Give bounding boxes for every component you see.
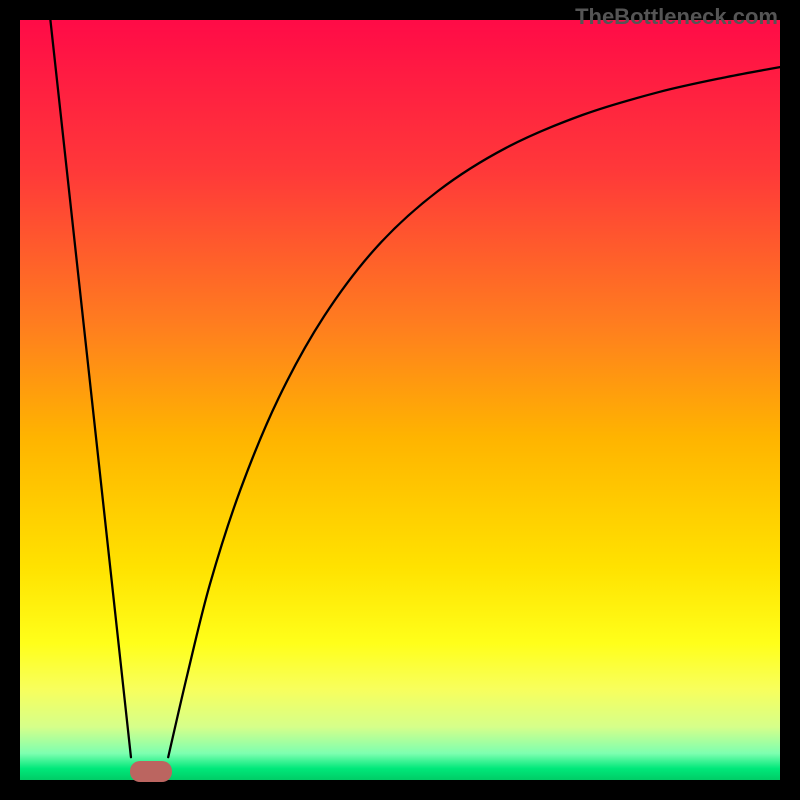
bottleneck-curve xyxy=(20,20,780,780)
plot-area xyxy=(20,20,780,780)
watermark-text: TheBottleneck.com xyxy=(575,4,778,30)
chart-container: TheBottleneck.com xyxy=(0,0,800,800)
